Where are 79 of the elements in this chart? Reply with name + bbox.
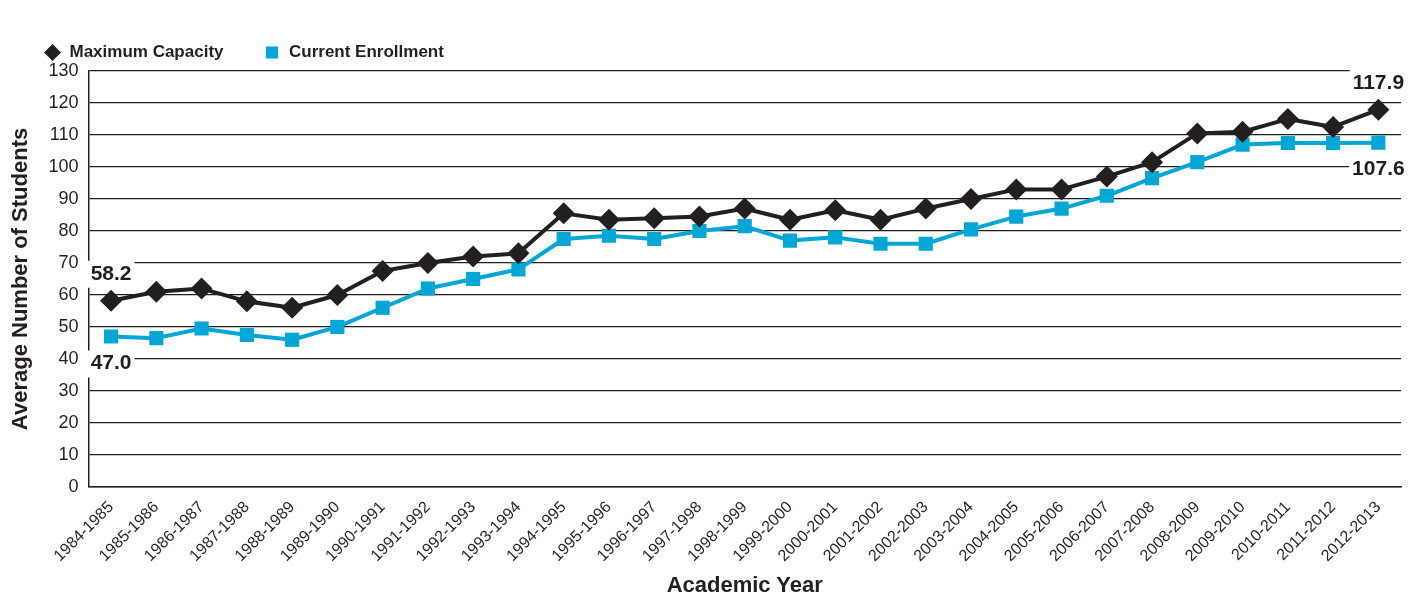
point [1190,155,1205,170]
y-tick-label: 30 [58,379,79,400]
y-tick-label: 60 [58,283,79,304]
point [1322,115,1345,138]
y-tick-label: 90 [58,187,79,208]
point [733,197,756,220]
point [643,207,666,230]
point [235,290,258,313]
point [1099,188,1114,203]
point [1276,107,1299,130]
point [149,331,164,346]
point [145,280,168,303]
point [828,230,843,245]
point [462,245,485,268]
point [918,236,933,251]
legend-label: Maximum Capacity [69,42,225,62]
point [375,300,390,315]
y-tick-label: 130 [48,59,79,80]
point [1326,135,1341,151]
point [416,251,439,274]
data-label: 47.0 [90,349,132,373]
point [688,205,711,228]
y-tick-label: 50 [58,315,79,336]
point [1371,135,1386,150]
point [1005,178,1028,201]
point [507,242,530,265]
point [1367,98,1390,121]
y-tick-label: 0 [68,475,79,496]
point [330,319,345,335]
y-tick-label: 110 [49,123,79,144]
point [737,219,752,234]
y-axis-title: Average Number of Students [7,127,33,431]
point [869,208,892,231]
y-tick-label: 10 [58,443,79,464]
point [420,281,435,296]
point [873,236,888,251]
point [778,208,801,231]
point [824,199,847,222]
point [601,228,616,243]
point [692,223,707,239]
point [1141,151,1164,174]
point [239,327,254,343]
point [466,271,481,287]
point [1095,165,1118,188]
data-label: 58.2 [90,261,132,285]
point [194,321,209,336]
legend-label: Current Enrollment [289,42,445,62]
point [1231,120,1254,143]
point [597,208,620,231]
y-tick-label: 40 [58,347,79,368]
point [1280,135,1295,151]
y-tick-label: 20 [58,411,79,432]
point [647,231,662,247]
point [100,289,123,312]
point [556,231,571,247]
point [960,187,983,210]
point [1186,122,1209,145]
point [1009,209,1024,224]
point [511,262,526,277]
y-tick-label: 80 [58,219,79,240]
point [190,277,213,300]
y-tick-label: 120 [48,91,79,112]
point [1050,178,1073,201]
point [963,222,979,237]
y-tick-label: 70 [58,251,79,272]
point [326,283,349,306]
y-tick-label: 100 [48,155,79,176]
data-label: 107.6 [1352,155,1405,179]
point [371,259,394,282]
point [914,197,937,220]
point [1144,171,1160,186]
point [782,233,798,248]
data-label: 117.9 [1352,70,1405,94]
point [285,332,300,347]
point [281,296,304,319]
x-axis-title: Academic Year [666,571,824,597]
point [103,329,119,344]
point [552,202,575,225]
point [1054,201,1069,216]
